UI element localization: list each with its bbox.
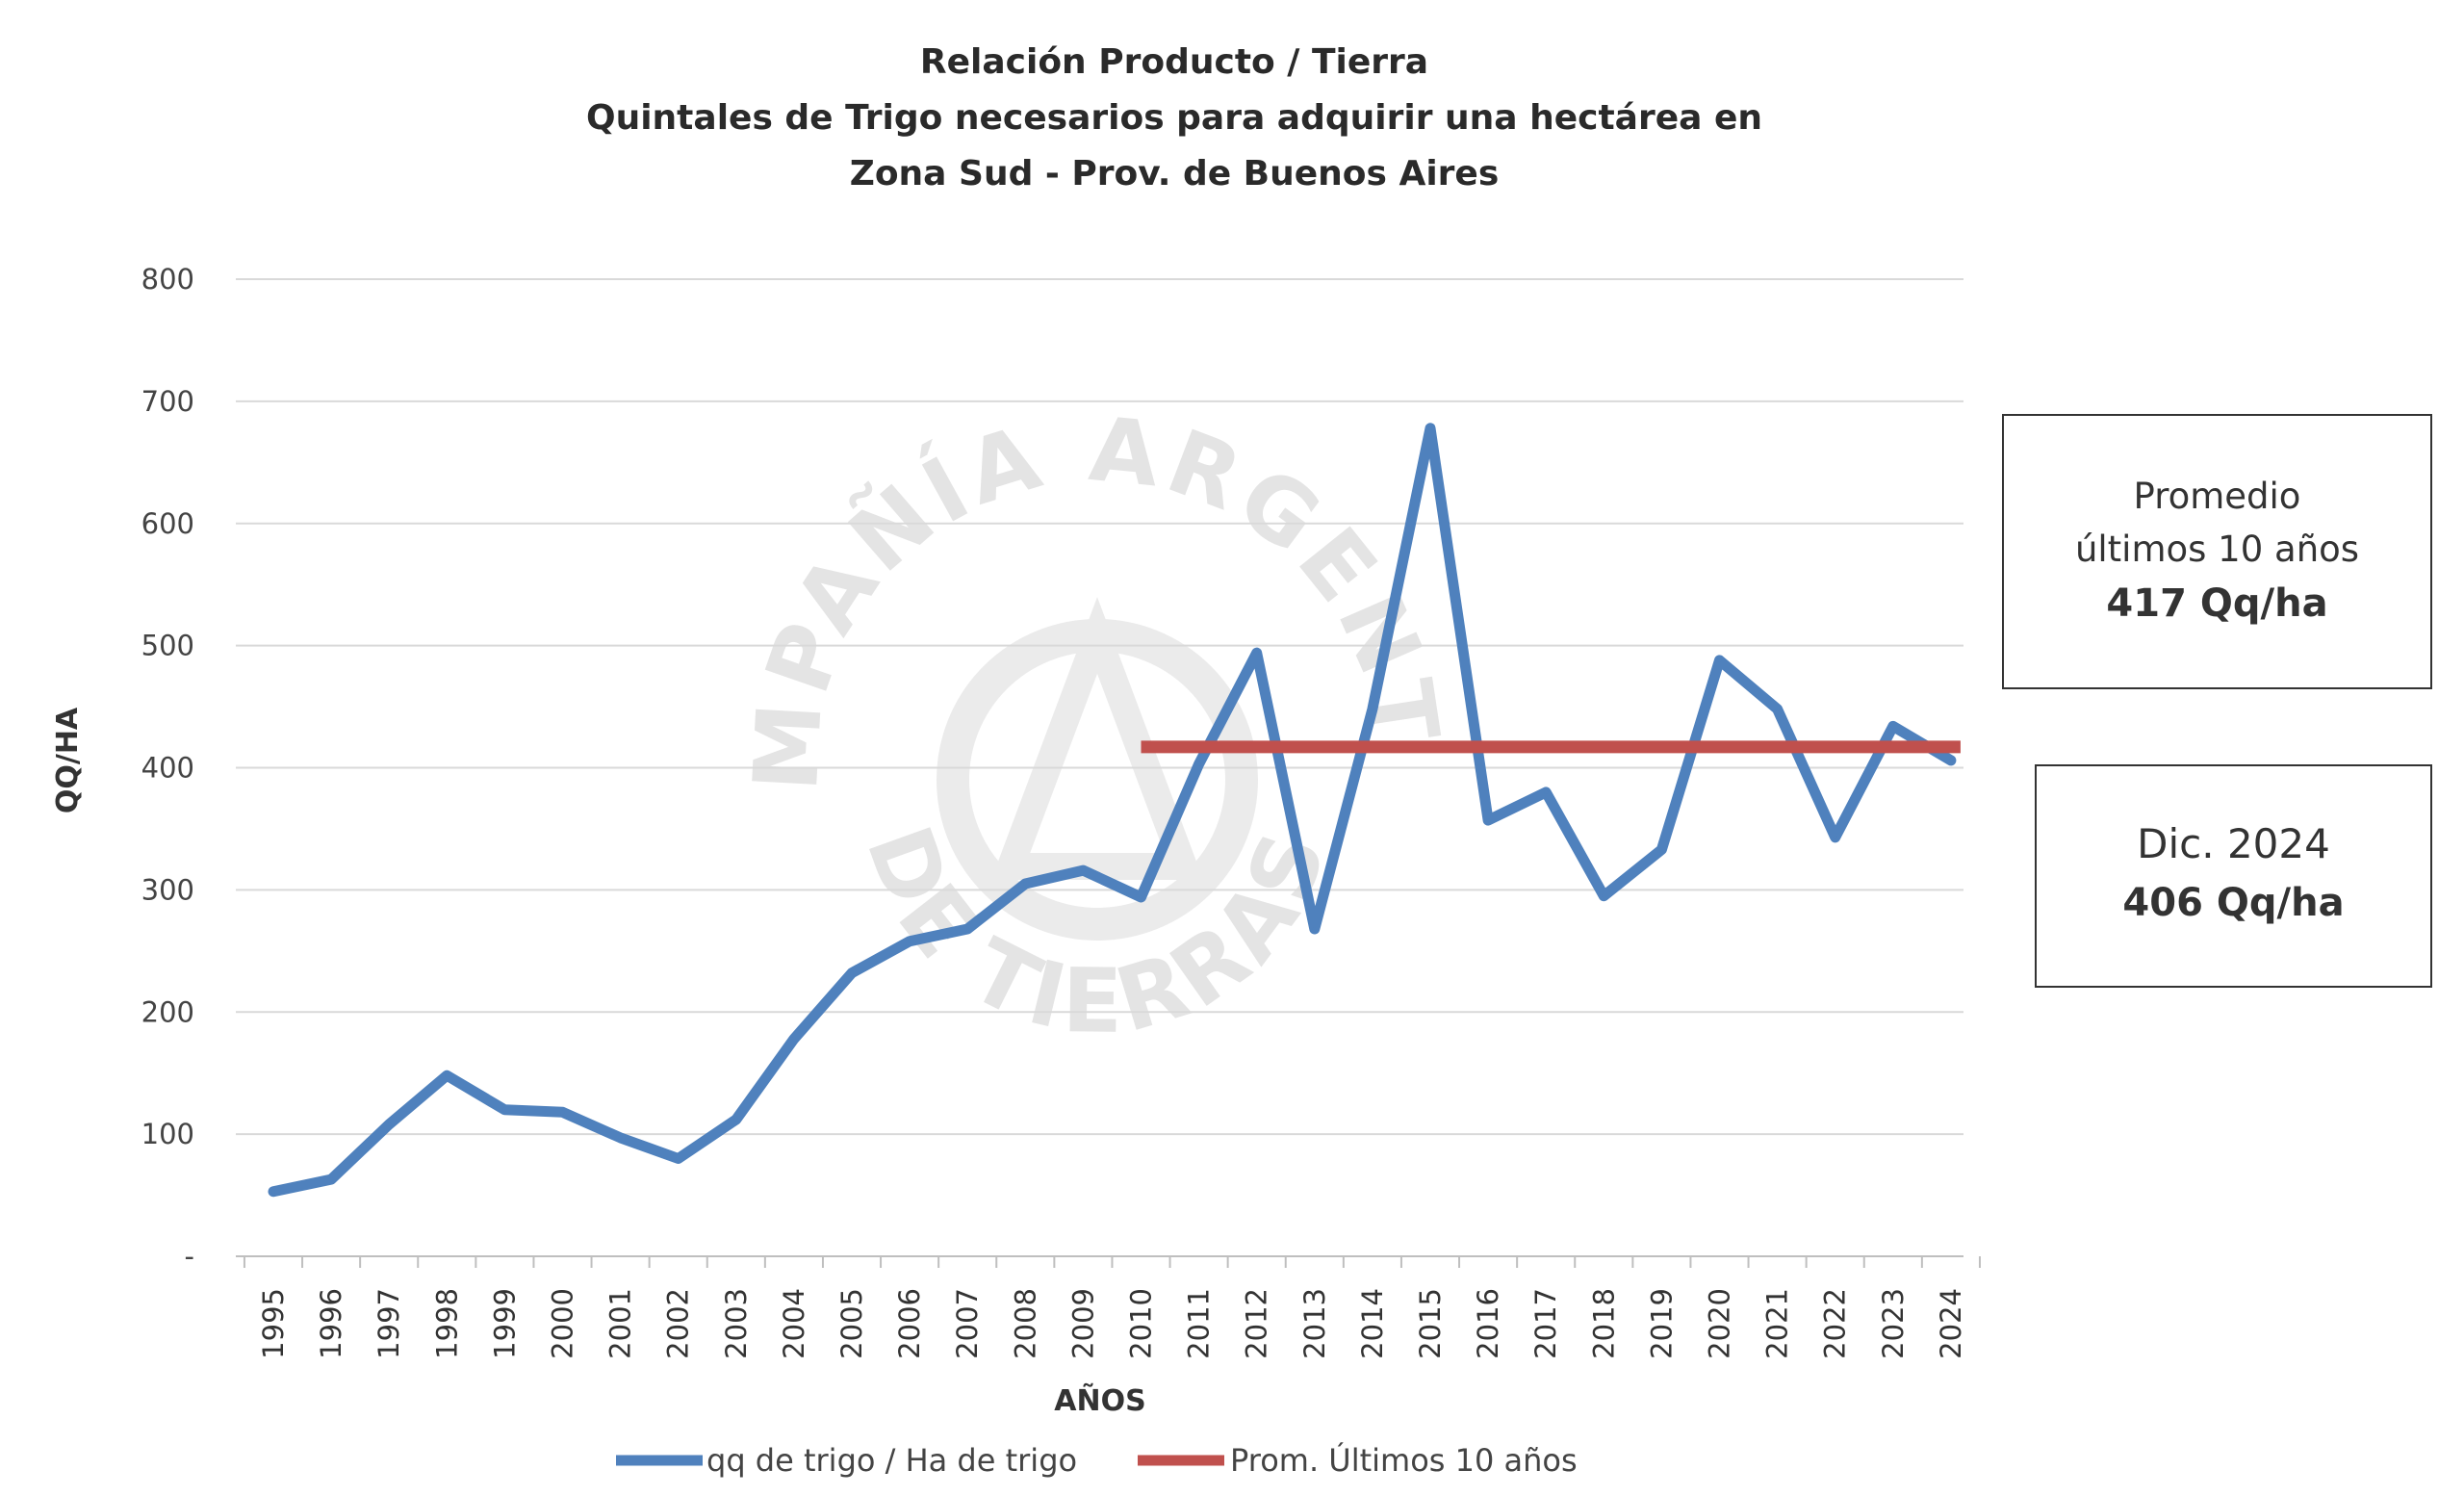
y-tick-label: 500	[141, 630, 194, 662]
data-point-2019	[1659, 847, 1664, 852]
x-tick-label: 2003	[720, 1288, 753, 1359]
data-point-2017	[1544, 789, 1549, 794]
data-point-1999	[502, 1107, 507, 1112]
x-tick-label: 2020	[1704, 1288, 1736, 1359]
latest-annotation-value: 406 Qq/ha	[2122, 881, 2345, 925]
x-tick-label: 2010	[1125, 1288, 1158, 1359]
data-point-2012	[1254, 651, 1259, 656]
x-tick-label: 2011	[1183, 1288, 1216, 1359]
x-tick-label: 2002	[662, 1288, 695, 1359]
x-tick-label: 1995	[257, 1288, 290, 1359]
series	[268, 423, 1961, 1198]
data-point-2010	[1139, 894, 1143, 899]
x-tick-label: 2021	[1761, 1288, 1794, 1359]
data-point-2000	[560, 1110, 565, 1115]
x-tick-label: 2001	[604, 1288, 637, 1359]
data-point-2016	[1486, 818, 1491, 823]
latest-annotation-line-1: Dic. 2024	[2137, 820, 2330, 867]
x-tick-label: 2022	[1819, 1288, 1852, 1359]
x-tick-label: 2013	[1298, 1288, 1331, 1359]
x-tick-label: 2004	[778, 1288, 810, 1359]
x-tick-label: 2015	[1414, 1288, 1447, 1359]
x-tick-label: 1996	[315, 1288, 347, 1359]
grid-lines	[236, 278, 1964, 1136]
data-point-2020	[1717, 658, 1722, 662]
x-tick-label: 2000	[547, 1288, 579, 1359]
x-tick-label: 2014	[1356, 1288, 1389, 1359]
x-tick-labels: 1995 1996 1997 1998 1999 2000 2001 2002 2003 2004…	[257, 1288, 1967, 1359]
x-tick-label: 2019	[1645, 1288, 1678, 1359]
x-tick-label: 2008	[1009, 1288, 1041, 1359]
average-annotation-line-1: Promedio	[2133, 476, 2301, 517]
chart-title-line-1: Relación Producto / Tierra	[919, 42, 1429, 82]
data-point-2024	[1948, 758, 1953, 762]
legend-label-series-1: qq de trigo / Ha de trigo	[706, 1442, 1077, 1479]
x-axis	[236, 1255, 1981, 1268]
y-axis-label: QQ/HA	[51, 707, 85, 813]
x-tick-label: 2012	[1241, 1288, 1273, 1359]
data-point-2008	[1023, 882, 1028, 887]
y-tick-labels: - 100 200 300 400 500 600 700 800	[141, 263, 194, 1273]
data-point-2001	[618, 1135, 623, 1140]
data-point-1998	[445, 1073, 449, 1078]
data-point-2009	[1081, 868, 1086, 873]
y-tick-label: 800	[141, 263, 194, 296]
data-point-2013	[1312, 926, 1317, 931]
x-axis-label: AÑOS	[1054, 1382, 1145, 1418]
data-point-2006	[908, 939, 912, 943]
chart-title-line-3: Zona Sud - Prov. de Buenos Aires	[849, 154, 1500, 193]
x-tick-label: 1997	[372, 1288, 405, 1359]
data-point-2002	[676, 1156, 680, 1161]
x-tick-label: 2024	[1935, 1288, 1967, 1359]
y-tick-label: 300	[141, 873, 194, 906]
data-point-2005	[850, 970, 854, 975]
legend: qq de trigo / Ha de trigo Prom. Últimos …	[616, 1441, 1578, 1479]
legend-label-series-2: Prom. Últimos 10 años	[1230, 1441, 1578, 1479]
data-point-2022	[1833, 835, 1837, 839]
data-point-2018	[1602, 893, 1606, 898]
x-tick-label: 2018	[1587, 1288, 1620, 1359]
y-tick-label: 100	[141, 1118, 194, 1150]
data-point-2015	[1428, 426, 1432, 430]
x-tick-label: 2023	[1877, 1288, 1910, 1359]
x-tick-label: 2016	[1472, 1288, 1504, 1359]
series-line-qq-trigo	[268, 423, 1957, 1198]
y-tick-label: 400	[141, 752, 194, 785]
average-annotation-box: Promedio últimos 10 años 417 Qq/ha	[2002, 414, 2432, 689]
data-point-1997	[387, 1122, 392, 1126]
y-tick-label: 700	[141, 385, 194, 418]
data-point-2004	[791, 1037, 796, 1042]
y-tick-label: -	[185, 1240, 194, 1273]
x-tick-label: 2005	[835, 1288, 868, 1359]
average-annotation-value: 417 Qq/ha	[2106, 581, 2328, 626]
data-point-2021	[1775, 707, 1780, 711]
x-tick-label: 2007	[951, 1288, 984, 1359]
data-point-1995	[271, 1189, 275, 1194]
data-point-2007	[965, 926, 970, 931]
data-point-2014	[1370, 707, 1374, 711]
y-tick-label: 600	[141, 507, 194, 540]
x-tick-label: 1998	[430, 1288, 463, 1359]
data-point-2011	[1196, 761, 1201, 766]
latest-value-annotation-box: Dic. 2024 406 Qq/ha	[2035, 764, 2432, 988]
data-point-2003	[733, 1117, 738, 1122]
x-tick-label: 2006	[893, 1288, 926, 1359]
data-point-2023	[1890, 724, 1895, 729]
y-tick-label: 200	[141, 995, 194, 1028]
data-point-1996	[329, 1177, 334, 1182]
x-tick-label: 2009	[1066, 1288, 1099, 1359]
chart-title-line-2: Quintales de Trigo necesarios para adqui…	[585, 98, 1762, 138]
average-annotation-line-2: últimos 10 años	[2074, 529, 2360, 570]
x-tick-label: 2017	[1529, 1288, 1562, 1359]
x-tick-label: 1999	[488, 1288, 521, 1359]
